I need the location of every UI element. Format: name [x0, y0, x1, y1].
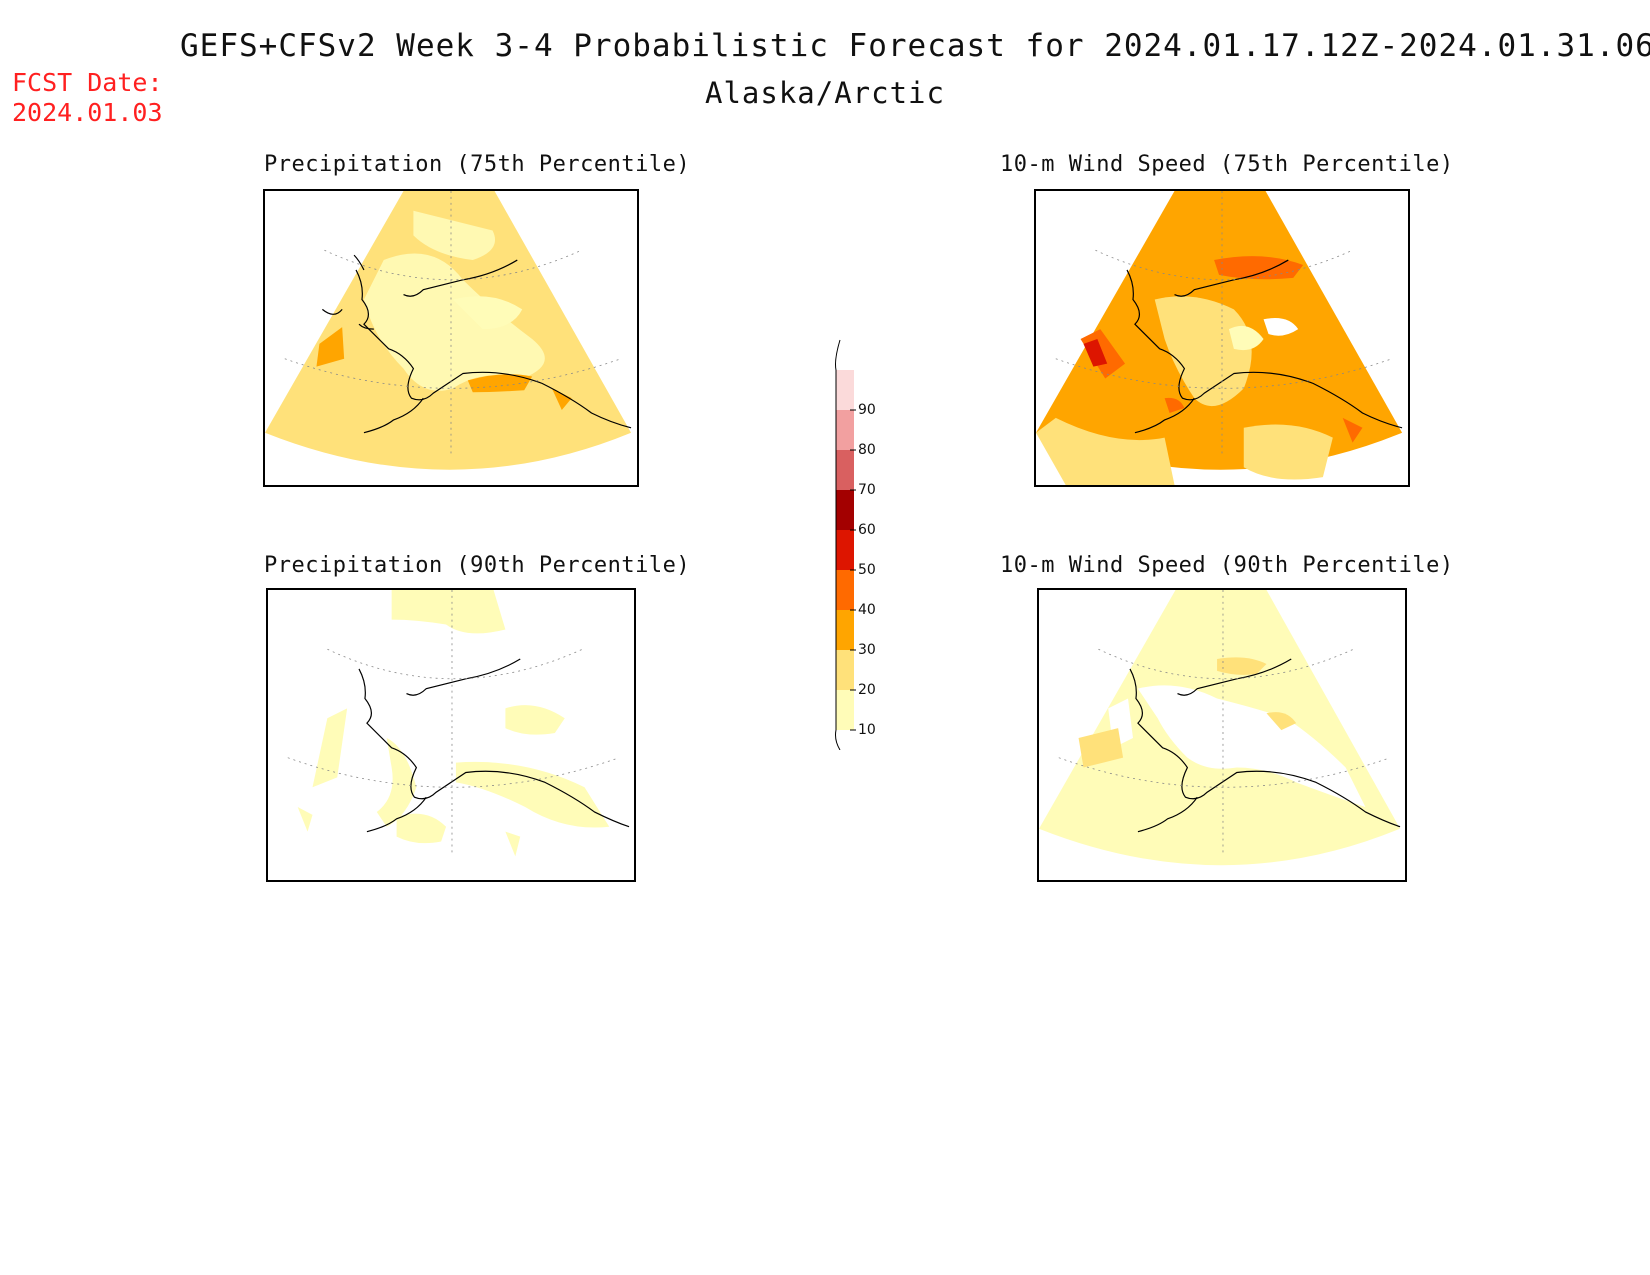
panel-title-wind-90: 10-m Wind Speed (90th Percentile) — [1000, 553, 1454, 578]
colorbar-label: 90 — [858, 402, 876, 418]
colorbar-legend: 10 20 30 40 50 60 70 80 90 — [835, 339, 876, 750]
map-wind-90 — [1037, 588, 1407, 882]
colorbar-label: 40 — [858, 602, 876, 618]
colorbar-swatch — [836, 370, 854, 410]
colorbar-swatch — [836, 530, 854, 570]
map-precip-75 — [263, 189, 639, 487]
map-precip-90 — [266, 588, 636, 882]
colorbar-swatch — [836, 410, 854, 450]
colorbar-swatch — [836, 570, 854, 610]
panel-title-precip-75: Precipitation (75th Percentile) — [264, 152, 691, 177]
map-wind-75 — [1034, 189, 1410, 487]
colorbar-label: 20 — [858, 682, 876, 698]
colorbar-label: 60 — [858, 522, 876, 538]
main-title: GEFS+CFSv2 Week 3-4 Probabilistic Foreca… — [180, 28, 1650, 64]
colorbar-edge — [835, 339, 841, 750]
colorbar-label: 30 — [858, 642, 876, 658]
colorbar-swatch — [836, 610, 854, 650]
colorbar-label: 80 — [858, 442, 876, 458]
colorbar-label: 50 — [858, 562, 876, 578]
colorbar-label: 70 — [858, 482, 876, 498]
colorbar-label: 10 — [858, 722, 876, 738]
panel-title-precip-90: Precipitation (90th Percentile) — [264, 553, 691, 578]
colorbar-swatch — [836, 450, 854, 490]
colorbar-swatch — [836, 690, 854, 730]
colorbar-swatch — [836, 490, 854, 530]
colorbar-swatch — [836, 650, 854, 690]
forecast-date: FCST Date: 2024.01.03 — [12, 68, 163, 127]
panel-title-wind-75: 10-m Wind Speed (75th Percentile) — [1000, 152, 1454, 177]
region-subtitle: Alaska/Arctic — [705, 76, 945, 110]
